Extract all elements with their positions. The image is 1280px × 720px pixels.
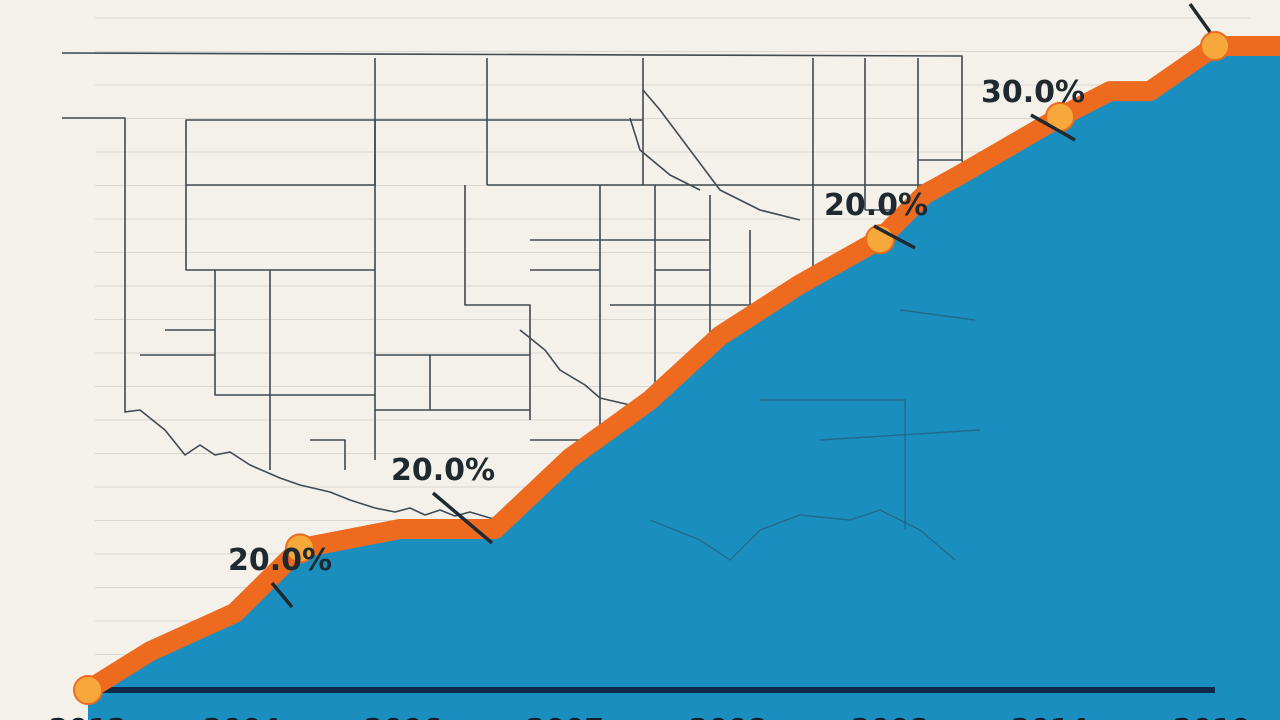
data-point-marker [1200, 31, 1230, 61]
map-border [819, 429, 981, 441]
x-tick-label: 2008 [851, 712, 929, 720]
map-border [649, 509, 956, 561]
x-tick-label: 2014 [1011, 712, 1089, 720]
line-layer [78, 36, 1280, 700]
map-border [464, 185, 531, 420]
annotation-leader [270, 581, 294, 609]
map-border [310, 439, 346, 470]
annotation-label: 20.0% [824, 188, 928, 223]
annotations: 20.0% 20.0% 20.0% 30.0% [73, 2, 1230, 705]
x-tick-label: 2019 [1173, 712, 1251, 720]
annotation-leader [1030, 113, 1076, 142]
map-border [629, 117, 701, 191]
x-tick-label: 2006 [364, 712, 442, 720]
x-tick-label: 2007 [526, 712, 604, 720]
map-border [62, 117, 571, 533]
annotation-leader [873, 224, 916, 250]
map-border [642, 89, 801, 221]
x-tick-label: 2012 [49, 712, 127, 720]
data-point-marker [73, 675, 103, 705]
x-tick-label: 2004 [203, 712, 281, 720]
map-border [214, 270, 375, 396]
map-border [899, 309, 976, 321]
annotation-leader [1188, 2, 1212, 34]
annotation-leader [431, 491, 494, 545]
x-axis-baseline [88, 687, 1215, 693]
x-axis-ticks: 2012 2004 2006 2007 2008 2008 2014 2019 [49, 712, 1251, 720]
area-fill [88, 46, 1280, 720]
map-border [760, 399, 906, 530]
series-line [78, 36, 1280, 700]
x-tick-label: 2008 [689, 712, 767, 720]
annotation-label: 30.0% [981, 75, 1085, 110]
map-border [519, 329, 631, 406]
annotation-label: 20.0% [228, 543, 332, 578]
map-border [185, 185, 375, 271]
area-layer [88, 46, 1280, 720]
annotation-label: 20.0% [391, 453, 495, 488]
data-point-marker [285, 533, 315, 564]
